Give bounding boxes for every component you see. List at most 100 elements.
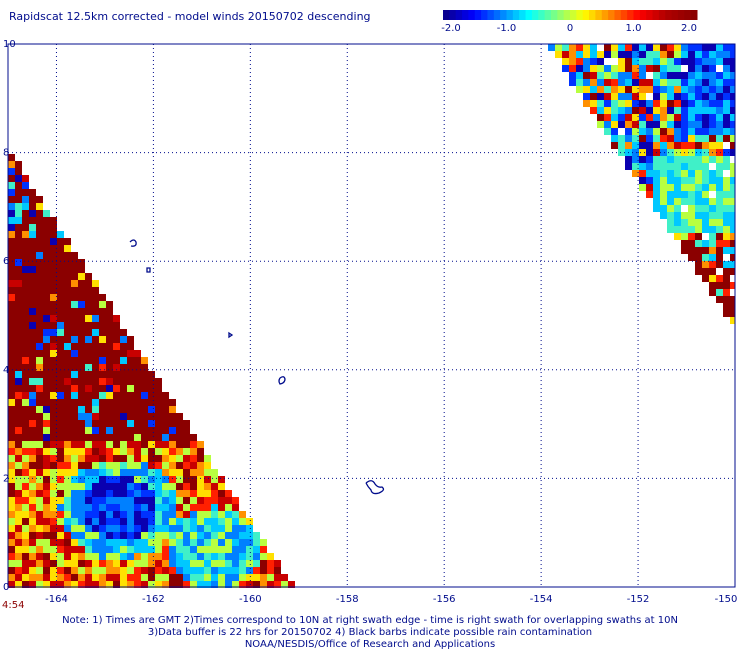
swath-cell xyxy=(43,392,50,399)
swath-cell xyxy=(625,100,632,107)
swath-cell xyxy=(597,51,604,58)
colorbar-segment xyxy=(544,10,552,20)
swath-cell xyxy=(106,343,113,350)
swath-cell xyxy=(169,574,176,581)
swath-cell xyxy=(225,567,232,574)
swath-cell xyxy=(169,511,176,518)
swath-cell xyxy=(106,392,113,399)
swath-cell xyxy=(681,114,688,121)
swath-cell xyxy=(92,350,99,357)
swath-cell xyxy=(78,329,85,336)
swath-cell xyxy=(709,205,716,212)
swath-cell xyxy=(155,532,162,539)
swath-cell xyxy=(8,441,15,448)
swath-cell xyxy=(681,44,688,51)
swath-cell xyxy=(50,343,57,350)
swath-cell xyxy=(141,392,148,399)
swath-cell xyxy=(653,51,660,58)
swath-cell xyxy=(197,525,204,532)
swath-cell xyxy=(176,574,183,581)
swath-cell xyxy=(36,399,43,406)
swath-cell xyxy=(36,329,43,336)
swath-cell xyxy=(36,427,43,434)
swath-cell xyxy=(169,518,176,525)
swath-cell xyxy=(71,350,78,357)
swath-cell xyxy=(723,93,730,100)
swath-cell xyxy=(78,490,85,497)
swath-cell xyxy=(197,532,204,539)
swath-cell xyxy=(134,399,141,406)
swath-cell xyxy=(646,163,653,170)
swath-cell xyxy=(8,301,15,308)
swath-cell xyxy=(239,546,246,553)
swath-cell xyxy=(639,142,646,149)
swath-cell xyxy=(148,553,155,560)
swath-cell xyxy=(127,441,134,448)
swath-cell xyxy=(730,184,735,191)
swath-cell xyxy=(667,128,674,135)
swath-cell xyxy=(113,343,120,350)
swath-cell xyxy=(106,581,113,588)
swath-cell xyxy=(134,350,141,357)
island-coastline xyxy=(146,267,151,273)
swath-cell xyxy=(134,455,141,462)
swath-cell xyxy=(127,539,134,546)
swath-cell xyxy=(64,525,71,532)
swath-cell xyxy=(71,371,78,378)
swath-cell xyxy=(639,128,646,135)
swath-cell xyxy=(57,322,64,329)
swath-cell xyxy=(43,420,50,427)
colorbar-segment xyxy=(576,10,584,20)
swath-cell xyxy=(57,357,64,364)
swath-cell xyxy=(709,44,716,51)
swath-cell xyxy=(71,532,78,539)
swath-cell xyxy=(141,567,148,574)
swath-cell xyxy=(134,490,141,497)
swath-cell xyxy=(653,198,660,205)
swath-cell xyxy=(176,490,183,497)
swath-cell xyxy=(176,546,183,553)
swath-cell xyxy=(611,93,618,100)
swath-cell xyxy=(57,392,64,399)
swath-cell xyxy=(632,121,639,128)
swath-cell xyxy=(22,357,29,364)
swath-cell xyxy=(709,58,716,65)
swath-cell xyxy=(71,441,78,448)
swath-cell xyxy=(8,462,15,469)
swath-cell xyxy=(702,135,709,142)
swath-cell xyxy=(730,212,735,219)
swath-cell xyxy=(22,525,29,532)
swath-cell xyxy=(176,448,183,455)
swath-cell xyxy=(702,128,709,135)
swath-cell xyxy=(148,406,155,413)
swath-cell xyxy=(50,581,57,588)
swath-cell xyxy=(646,170,653,177)
swath-cell xyxy=(695,58,702,65)
swath-cell xyxy=(29,189,36,196)
swath-cell xyxy=(183,476,190,483)
swath-cell xyxy=(29,497,36,504)
swath-cell xyxy=(64,294,71,301)
swath-cell xyxy=(218,504,225,511)
swath-cell xyxy=(22,385,29,392)
swath-cell xyxy=(702,247,709,254)
swath-cell xyxy=(85,378,92,385)
swath-cell xyxy=(702,65,709,72)
swath-cell xyxy=(29,350,36,357)
swath-cell xyxy=(211,525,218,532)
swath-cell xyxy=(190,511,197,518)
swath-cell xyxy=(15,238,22,245)
swath-cell xyxy=(155,455,162,462)
swath-cell xyxy=(674,114,681,121)
island-coastline xyxy=(228,331,234,339)
swath-cell xyxy=(660,177,667,184)
swath-cell xyxy=(211,553,218,560)
swath-cell xyxy=(85,448,92,455)
swath-cell xyxy=(695,240,702,247)
swath-cell xyxy=(576,86,583,93)
swath-cell xyxy=(92,441,99,448)
swath-cell xyxy=(716,58,723,65)
swath-cell xyxy=(36,469,43,476)
swath-cell xyxy=(639,51,646,58)
swath-cell xyxy=(688,247,695,254)
